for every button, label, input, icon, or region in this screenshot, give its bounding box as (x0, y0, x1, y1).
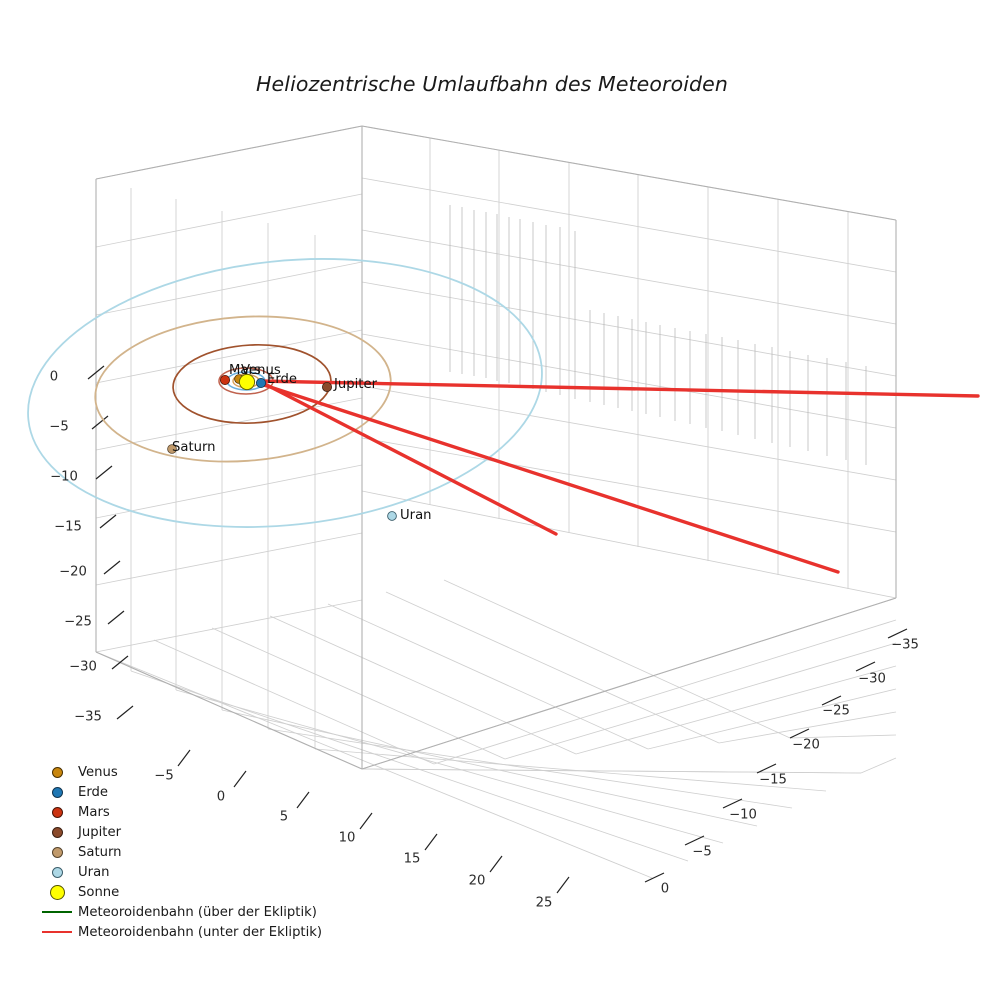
legend-line-swatch (42, 911, 72, 913)
sun-marker-icon (36, 884, 78, 900)
z-axis-tick-label: −25 (64, 614, 92, 630)
marker-uran (387, 511, 397, 521)
legend-item-4[interactable]: Saturn (36, 842, 336, 862)
marker-mars (219, 374, 230, 385)
legend-item-2[interactable]: Mars (36, 802, 336, 822)
circle-marker-icon (36, 766, 78, 778)
legend-marker-dot (51, 766, 63, 778)
legend-marker-dot (49, 884, 65, 900)
legend-marker-dot (51, 806, 63, 818)
marker-saturn (167, 444, 177, 454)
legend-item-label: Mars (78, 804, 110, 820)
line-swatch-icon (36, 931, 78, 933)
back-wall-grid (361, 125, 897, 599)
y-axis-ticks (644, 628, 908, 883)
legend-line-swatch (42, 931, 72, 933)
z-axis-tick-label: −10 (50, 469, 78, 485)
legend-marker-dot (51, 866, 63, 878)
legend-item-label: Meteoroidenbahn (über der Ekliptik) (78, 904, 317, 920)
legend-item-label: Sonne (78, 884, 120, 900)
orbit-uran (27, 258, 543, 528)
x-axis-tick-label: 10 (338, 830, 356, 846)
x-axis-tick-label: 5 (279, 809, 289, 825)
axis-spines (95, 125, 897, 770)
circle-marker-icon (36, 846, 78, 858)
legend-item-label: Meteoroidenbahn (unter der Ekliptik) (78, 924, 323, 940)
page-title: Heliozentrische Umlaufbahn des Meteoroid… (256, 72, 728, 96)
legend: Venus Erde Mars Jupiter Saturn Uran Sonne Meteo… (36, 762, 336, 942)
orbit-saturn (94, 315, 392, 463)
circle-marker-icon (36, 866, 78, 878)
y-axis-tick-label: −15 (759, 772, 787, 788)
z-axis-tick-label: −35 (74, 709, 102, 725)
body-label-saturn: Saturn (172, 440, 216, 455)
body-label-mars: Mars (229, 363, 261, 378)
legend-marker-dot (51, 826, 63, 838)
y-axis-tick-label: −35 (891, 637, 919, 653)
z-axis-tick-label: −5 (49, 419, 69, 435)
y-axis-tick-label: 0 (660, 881, 670, 897)
body-label-jupiter: Jupiter (334, 377, 377, 392)
legend-item-1[interactable]: Erde (36, 782, 336, 802)
x-axis-tick-label: −5 (154, 768, 174, 784)
legend-item-5[interactable]: Uran (36, 862, 336, 882)
y-axis-tick-label: −20 (792, 737, 820, 753)
planet-markers (167, 373, 397, 521)
legend-item-label: Erde (78, 784, 109, 800)
legend-item-label: Jupiter (78, 824, 121, 840)
circle-marker-icon (36, 786, 78, 798)
z-axis-tick-label: −20 (59, 564, 87, 580)
line-swatch-icon (36, 911, 78, 913)
trajectory-segment-far (556, 534, 838, 572)
x-axis-ticks (177, 749, 570, 894)
y-axis-tick-label: −10 (729, 807, 757, 823)
y-axis-tick-label: −25 (822, 703, 850, 719)
circle-marker-icon (36, 806, 78, 818)
legend-item-3[interactable]: Jupiter (36, 822, 336, 842)
legend-marker-dot (51, 846, 63, 858)
trajectory-segment-upper (257, 379, 980, 398)
trajectory-projection-line (262, 383, 840, 574)
x-axis-tick-label: 0 (216, 789, 226, 805)
marker-erde (255, 377, 266, 388)
legend-item-label: Venus (78, 764, 118, 780)
marker-sonne (238, 373, 256, 391)
meteoroid-trajectory-projection (262, 383, 840, 574)
marker-jupiter (321, 381, 332, 392)
legend-item-7[interactable]: Meteoroidenbahn (über der Ekliptik) (36, 902, 336, 922)
x-axis-tick-label: 15 (403, 851, 421, 867)
trajectory-stem-lines (449, 205, 867, 465)
y-axis-tick-label: −5 (692, 844, 712, 860)
z-axis-tick-label: 0 (49, 369, 59, 385)
z-axis-tick-label: −30 (69, 659, 97, 675)
orbit-jupiter (172, 343, 332, 425)
legend-item-8[interactable]: Meteoroidenbahn (unter der Ekliptik) (36, 922, 336, 942)
trajectory-segment-lower (257, 379, 558, 536)
body-label-erde: Erde (267, 372, 298, 387)
legend-item-label: Saturn (78, 844, 122, 860)
body-label-uran: Uran (400, 508, 432, 523)
circle-marker-icon (36, 826, 78, 838)
legend-item-0[interactable]: Venus (36, 762, 336, 782)
legend-item-label: Uran (78, 864, 110, 880)
body-label-venus: Venus (241, 363, 281, 378)
z-axis-ticks (87, 365, 134, 720)
x-axis-tick-label: 20 (468, 873, 486, 889)
legend-item-6[interactable]: Sonne (36, 882, 336, 902)
meteoroid-trajectory-below (257, 379, 980, 572)
legend-marker-dot (51, 786, 63, 798)
y-axis-tick-label: −30 (858, 671, 886, 687)
x-axis-tick-label: 25 (535, 895, 553, 911)
z-axis-tick-label: −15 (54, 519, 82, 535)
